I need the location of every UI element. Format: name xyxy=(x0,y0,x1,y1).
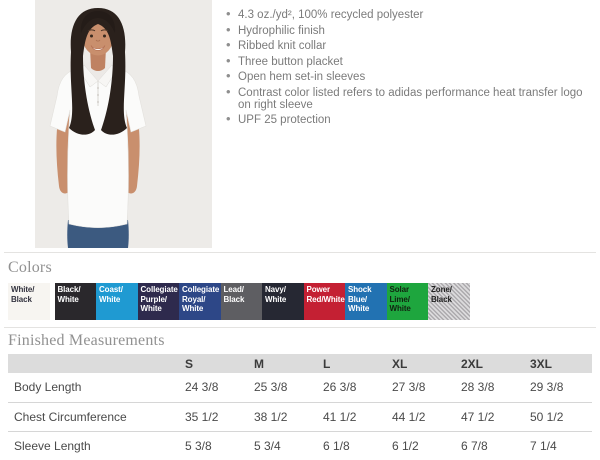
divider xyxy=(4,327,596,328)
measurement-cell: 35 1/2 xyxy=(180,402,249,432)
feature-item: Three button placket xyxy=(226,55,592,68)
measurements-heading: Finished Measurements xyxy=(8,332,165,349)
measurement-cell: 47 1/2 xyxy=(456,402,525,432)
size-header: L xyxy=(318,354,387,373)
measurement-row: Sleeve Length 5 3/8 5 3/4 6 1/8 6 1/2 6 … xyxy=(8,431,592,460)
measurement-cell: 28 3/8 xyxy=(456,373,525,403)
color-swatch-white-black[interactable]: White/ Black xyxy=(8,283,50,320)
feature-list: 4.3 oz./yd², 100% recycled polyester Hyd… xyxy=(224,8,592,130)
color-swatch-row: White/ Black Black/ White Coast/ White C… xyxy=(8,283,470,320)
measurement-label: Body Length xyxy=(8,373,180,403)
measurement-cell: 50 1/2 xyxy=(525,402,592,432)
measurement-cell: 38 1/2 xyxy=(249,402,318,432)
color-swatch-collegiate-purple-white[interactable]: Collegiate Purple/ White xyxy=(137,283,179,320)
measurement-cell: 6 1/8 xyxy=(323,438,350,453)
size-header-empty xyxy=(8,354,180,373)
measurement-cell: 24 3/8 xyxy=(180,373,249,403)
color-swatch-zone-black[interactable]: Zone/ Black xyxy=(428,283,470,320)
measurement-cell: 7 1/4 xyxy=(530,438,557,453)
measurements-table: S M L XL 2XL 3XL Body Length 24 3/8 25 3… xyxy=(8,354,592,460)
measurement-cell: 6 7/8 xyxy=(461,438,488,453)
divider xyxy=(4,252,596,253)
measurement-cell: 26 3/8 xyxy=(318,373,387,403)
feature-item: Hydrophilic finish xyxy=(226,24,592,37)
feature-item: Open hem set-in sleeves xyxy=(226,70,592,83)
color-swatch-collegiate-royal-white[interactable]: Collegiate Royal/ White xyxy=(179,283,221,320)
measurement-cell: 5 3/8 xyxy=(185,438,212,453)
size-header: 3XL xyxy=(525,354,592,373)
measurement-cell: 27 3/8 xyxy=(387,373,456,403)
color-swatch-power-red-white[interactable]: Power Red/White xyxy=(303,283,345,320)
model-photo-illustration xyxy=(35,0,212,248)
feature-item: UPF 25 protection xyxy=(226,113,592,126)
product-photo[interactable] xyxy=(35,0,212,248)
measurement-row: Body Length 24 3/8 25 3/8 26 3/8 27 3/8 … xyxy=(8,373,592,403)
color-swatch-navy-white[interactable]: Navy/ White xyxy=(262,283,304,320)
measurement-cell: 41 1/2 xyxy=(318,402,387,432)
feature-item: Contrast color listed refers to adidas p… xyxy=(226,86,592,111)
color-swatch-coast-white[interactable]: Coast/ White xyxy=(96,283,138,320)
color-swatch-shock-blue-white[interactable]: Shock Blue/ White xyxy=(345,283,387,320)
color-swatch-black-white[interactable]: Black/ White xyxy=(54,283,96,320)
size-header: S xyxy=(180,354,249,373)
size-header: XL xyxy=(387,354,456,373)
size-header: M xyxy=(249,354,318,373)
color-swatch-lead-black[interactable]: Lead/ Black xyxy=(220,283,262,320)
size-header: 2XL xyxy=(456,354,525,373)
colors-heading: Colors xyxy=(8,259,52,276)
feature-item: Ribbed knit collar xyxy=(226,39,592,52)
measurement-cell: 29 3/8 xyxy=(525,373,592,403)
measurement-label: Chest Circumference xyxy=(8,402,180,432)
measurement-cell: 44 1/2 xyxy=(387,402,456,432)
measurement-cell: 5 3/4 xyxy=(254,438,281,453)
color-swatch-solar-lime-white[interactable]: Solar Lime/ White xyxy=(386,283,428,320)
size-header-row: S M L XL 2XL 3XL xyxy=(8,354,592,373)
measurement-cell: 25 3/8 xyxy=(249,373,318,403)
measurement-cell: 6 1/2 xyxy=(392,438,419,453)
measurement-row: Chest Circumference 35 1/2 38 1/2 41 1/2… xyxy=(8,402,592,432)
feature-item: 4.3 oz./yd², 100% recycled polyester xyxy=(226,8,592,21)
measurement-label: Sleeve Length xyxy=(14,438,91,453)
